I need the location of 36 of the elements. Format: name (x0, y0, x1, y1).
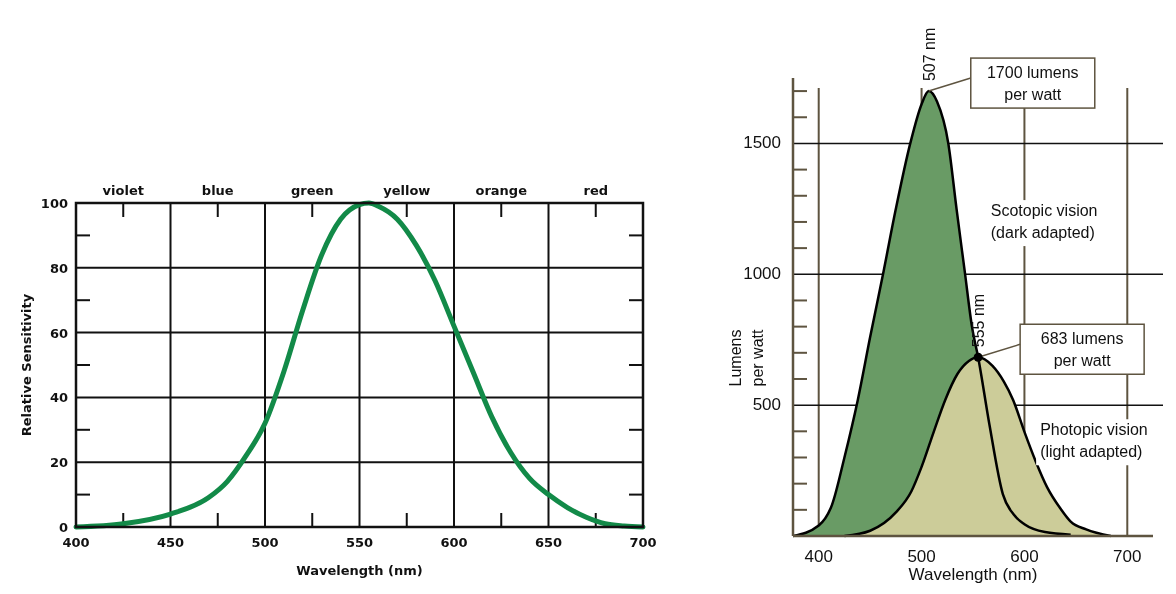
x-tick-label: 600 (1010, 547, 1039, 566)
x-tick-label: 650 (534, 535, 563, 550)
x-tick-label: 400 (804, 547, 833, 566)
series-label: Photopic vision (light adapted) (1040, 421, 1148, 461)
y-tick-label: 500 (752, 395, 781, 415)
x-tick-label: 700 (1113, 547, 1142, 566)
y-tick-label: 20 (49, 455, 68, 471)
y-tick-label: 80 (49, 260, 68, 276)
text: yellow (383, 183, 431, 198)
annotation: 555 nm (970, 293, 988, 348)
text: orange (475, 183, 528, 198)
y-tick-label: 1000 (743, 264, 781, 284)
text: green (290, 183, 334, 198)
x-tick-label: 600 (440, 535, 468, 550)
x-tick-label: 550 (345, 535, 374, 550)
annotation: 1700 lumens per watt (986, 64, 1079, 104)
text: red (583, 183, 609, 198)
annotation: 683 lumens per watt (1040, 330, 1124, 370)
x-axis-title: Wavelength (nm) (908, 565, 1038, 584)
text: blue (201, 183, 234, 198)
x-tick-label: 500 (907, 547, 936, 566)
text: violet (102, 183, 144, 198)
y-tick-label: 1500 (743, 133, 781, 153)
annotation: 507 nm (920, 27, 938, 82)
x-tick-label: 400 (62, 535, 90, 550)
y-tick-label: 60 (49, 325, 68, 341)
x-tick-label: 450 (156, 535, 185, 550)
y-tick-label: 100 (40, 196, 68, 211)
series-label: Scotopic vision (dark adapted) (990, 202, 1098, 242)
x-axis-title: Wavelength (nm) (296, 563, 423, 578)
y-axis-title: Lumens per watt (727, 329, 766, 387)
y-axis-title: Relative Sensitivity (19, 293, 34, 437)
x-tick-label: 500 (251, 535, 279, 550)
y-tick-label: 40 (49, 390, 68, 406)
y-tick-label: 0 (58, 520, 68, 535)
x-tick-label: 700 (629, 535, 657, 550)
